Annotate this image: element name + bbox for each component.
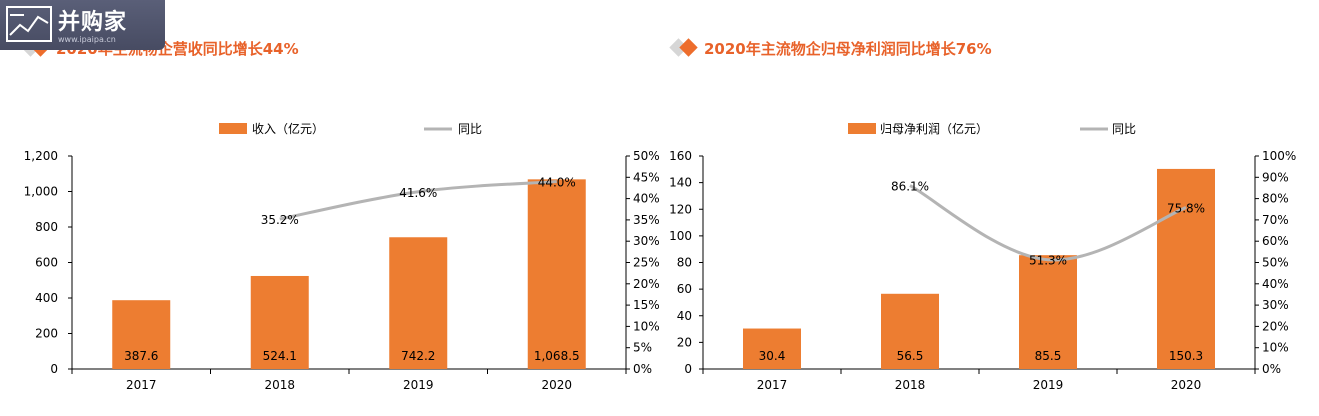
left-tick-label: 140 [669, 176, 692, 190]
revenue-bar [250, 275, 309, 369]
line-value-label: 44.0% [538, 176, 576, 190]
legend-bar-swatch [848, 123, 876, 134]
legend-bar-swatch [219, 123, 247, 134]
bar-value-label: 742.2 [401, 349, 435, 363]
right-tick-label: 70% [1262, 213, 1289, 227]
x-tick-label: 2019 [403, 378, 434, 392]
left-tick-label: 0 [50, 362, 58, 376]
bar-value-label: 85.5 [1035, 349, 1062, 363]
right-tick-label: 40% [633, 192, 659, 206]
bar-value-label: 56.5 [897, 349, 924, 363]
right-tick-label: 90% [1262, 170, 1289, 184]
right-tick-label: 35% [633, 213, 659, 227]
left-tick-label: 0 [684, 362, 692, 376]
line-value-label: 41.6% [399, 186, 437, 200]
right-tick-label: 50% [633, 149, 659, 163]
right-tick-label: 100% [1262, 149, 1296, 163]
left-tick-label: 40 [677, 309, 692, 323]
bar-value-label: 1,068.5 [534, 349, 580, 363]
right-tick-label: 30% [1262, 298, 1289, 312]
right-tick-label: 80% [1262, 192, 1289, 206]
revenue-bar [881, 293, 939, 369]
bar-value-label: 524.1 [263, 349, 297, 363]
left-tick-label: 800 [35, 220, 58, 234]
revenue-bar [1157, 168, 1215, 369]
left-tick-label: 400 [35, 291, 58, 305]
x-tick-label: 2017 [757, 378, 788, 392]
right-tick-label: 15% [633, 298, 659, 312]
revenue-bar [1019, 255, 1077, 369]
right-tick-label: 30% [633, 234, 659, 248]
chart-panel-revenue: 2020年主流物企营收同比增长44% 0 200 400 600 800 1,000 1,2… [0, 0, 659, 416]
left-tick-label: 80 [677, 256, 692, 270]
watermark-brand: 并购家 [58, 10, 128, 35]
revenue-bar [527, 179, 586, 369]
left-tick-label: 160 [669, 149, 692, 163]
legend-line-label: 同比 [458, 122, 482, 136]
chart-title: 2020年主流物企归母净利润同比增长76% [704, 39, 992, 58]
right-tick-label: 10% [1262, 341, 1289, 355]
legend-bar-label: 归母净利润（亿元） [880, 121, 988, 136]
yoy-series-line [909, 184, 1187, 262]
left-tick-label: 1,000 [24, 185, 58, 199]
left-tick-label: 100 [669, 229, 692, 243]
right-tick-label: 25% [633, 256, 659, 270]
right-tick-label: 0% [633, 362, 652, 376]
line-value-label: 35.2% [261, 213, 299, 227]
left-tick-label: 20 [677, 335, 692, 349]
chart-title-row: 2020年主流物企归母净利润同比增长76% [669, 36, 992, 60]
chart-panel-net-profit: 2020年主流物企归母净利润同比增长76% 0 20 40 60 80 100 120 140… [660, 0, 1319, 416]
left-tick-label: 60 [677, 282, 692, 296]
x-tick-label: 2019 [1033, 378, 1064, 392]
legend-bar-label: 收入（亿元） [252, 121, 324, 136]
x-tick-label: 2018 [895, 378, 926, 392]
right-tick-label: 40% [1262, 277, 1289, 291]
x-tick-label: 2018 [264, 378, 295, 392]
revenue-bar [389, 237, 448, 369]
legend-line-label: 同比 [1112, 122, 1136, 136]
right-tick-label: 5% [633, 341, 652, 355]
right-tick-label: 50% [1262, 256, 1289, 270]
left-tick-label: 120 [669, 202, 692, 216]
x-tick-label: 2017 [126, 378, 157, 392]
left-tick-label: 200 [35, 327, 58, 341]
watermark-url: www.ipaipa.cn [58, 35, 116, 44]
line-value-label: 86.1% [891, 180, 929, 194]
revenue-bar [743, 328, 801, 369]
x-tick-label: 2020 [1171, 378, 1202, 392]
right-tick-label: 20% [1262, 319, 1289, 333]
revenue-chart-svg: 0 200 400 600 800 1,000 1,200 0% 5% 10% 15% 20% 25% 3… [24, 121, 659, 392]
left-tick-label: 600 [35, 256, 58, 270]
line-value-label: 51.3% [1029, 254, 1067, 268]
right-tick-label: 45% [633, 170, 659, 184]
right-tick-label: 60% [1262, 234, 1289, 248]
line-value-label: 75.8% [1167, 202, 1205, 216]
bar-value-label: 30.4 [759, 349, 786, 363]
right-tick-label: 20% [633, 277, 659, 291]
x-tick-label: 2020 [541, 378, 572, 392]
bar-value-label: 387.6 [124, 349, 158, 363]
right-tick-label: 10% [633, 319, 659, 333]
right-tick-label: 0% [1262, 362, 1281, 376]
chart-logo-icon [6, 6, 52, 42]
revenue-bar [112, 300, 171, 369]
yoy-series-line [279, 180, 557, 221]
left-tick-label: 1,200 [24, 149, 58, 163]
bar-value-label: 150.3 [1169, 349, 1203, 363]
net-profit-chart-svg: 0 20 40 60 80 100 120 140 160 0% 10% 20% 30% 40% 50% 60… [669, 121, 1296, 392]
watermark-logo: 并购家 www.ipaipa.cn [0, 0, 165, 50]
